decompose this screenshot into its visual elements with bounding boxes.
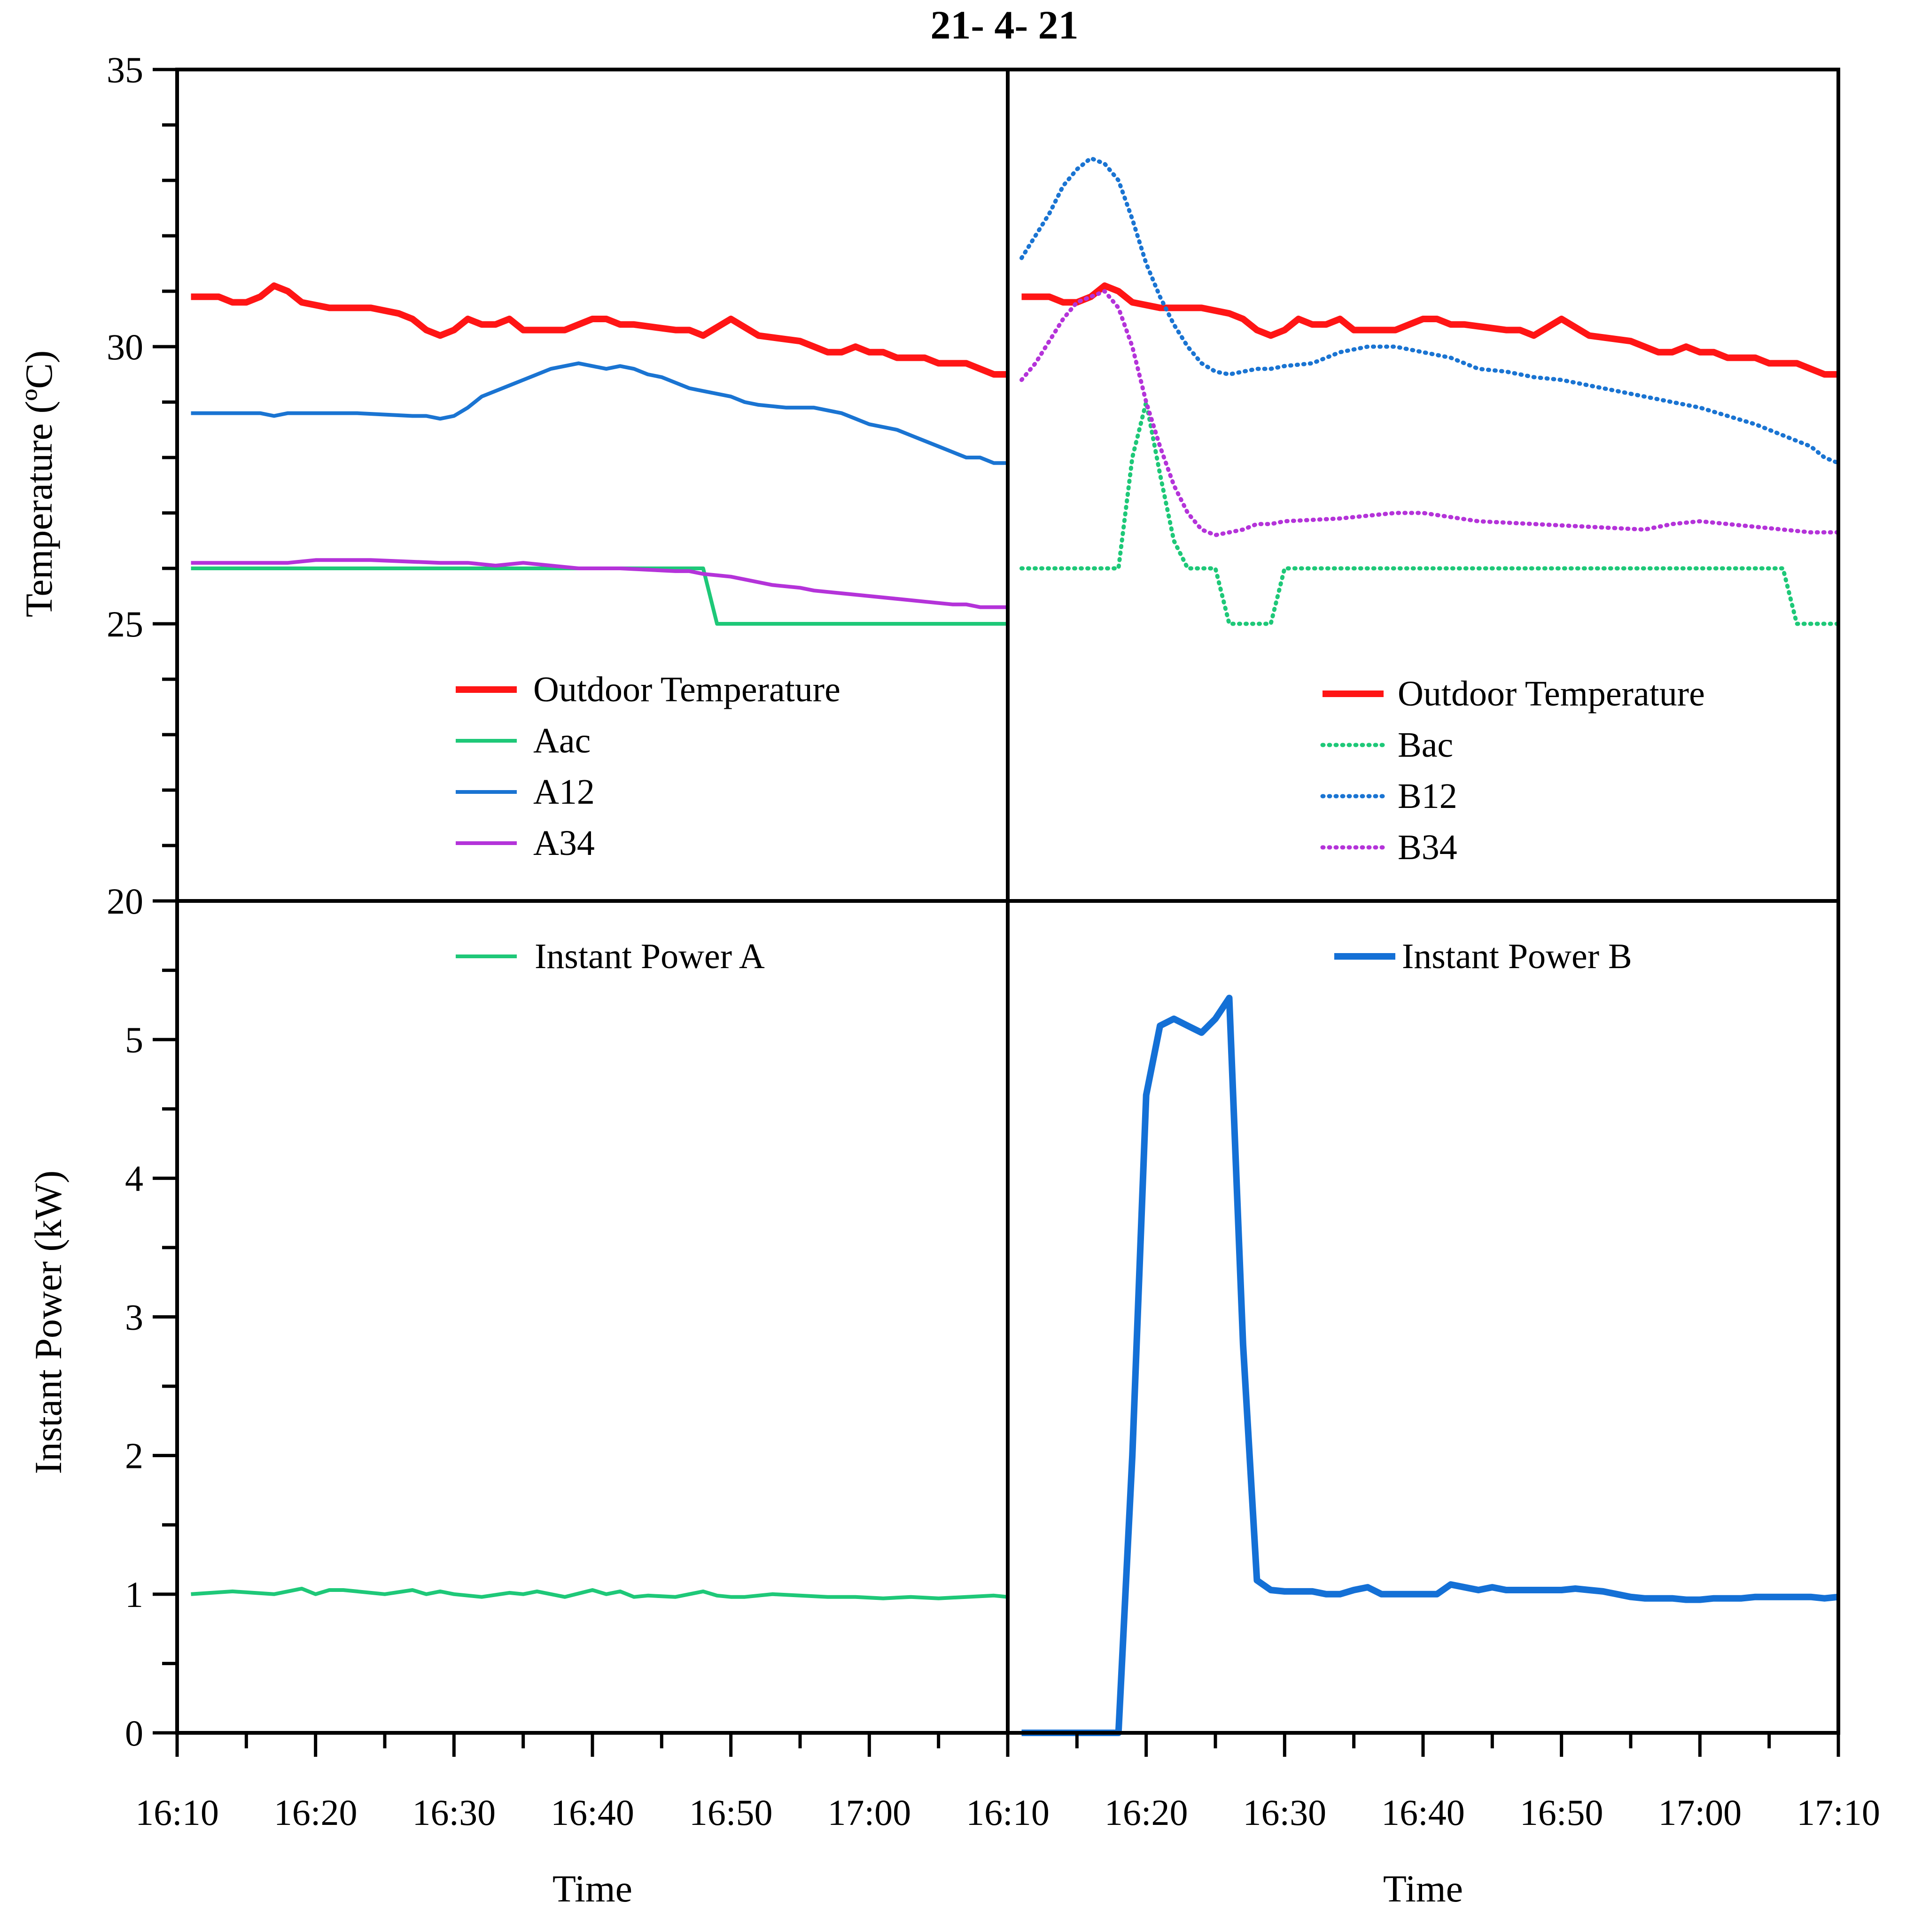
power-tick-label: 4	[125, 1158, 143, 1199]
power-tick-label: 1	[125, 1574, 143, 1615]
time-tick-label-right: 16:30	[1243, 1792, 1326, 1833]
time-tick-label-right: 17:00	[1658, 1792, 1742, 1833]
power-tick-label: 0	[125, 1713, 143, 1754]
legend-label-a34: A34	[533, 823, 595, 863]
series-layer	[191, 156, 1841, 1736]
series-line-top-right-b12	[1019, 156, 1841, 466]
legend-bottom-right: Instant Power B	[1334, 937, 1632, 976]
legend-top-left: Outdoor Temperature Aac A12 A34	[456, 670, 840, 863]
series-line-top-right-outdoor-temperature	[1021, 282, 1838, 378]
legend-bottom-left: Instant Power A	[456, 937, 765, 976]
time-tick-label-left: 17:00	[827, 1792, 911, 1833]
series-line-top-left-a34	[191, 558, 1008, 609]
right-time-axis-label: Time	[1383, 1867, 1463, 1910]
time-tick-label-left: 16:40	[551, 1792, 634, 1833]
temperature-axis-label: Temperature (ºC)	[17, 350, 60, 617]
plot-frame	[175, 68, 1840, 1735]
power-tick-label: 5	[125, 1019, 143, 1060]
legend-label-bac: Bac	[1398, 725, 1453, 765]
legend-label-aac: Aac	[533, 721, 591, 760]
series-line-top-right-bac	[1019, 400, 1841, 626]
time-tick-label-right: 16:40	[1381, 1792, 1465, 1833]
legend-label-b12: B12	[1398, 776, 1457, 816]
temperature-tick-label: 25	[107, 604, 143, 644]
time-tick-label-right: 16:50	[1520, 1792, 1603, 1833]
temperature-tick-label: 35	[107, 49, 143, 90]
power-axis-label: Instant Power (kW)	[27, 1171, 70, 1474]
left-time-axis-label: Time	[552, 1867, 632, 1910]
time-tick-label-left: 16:20	[274, 1792, 358, 1833]
power-tick-label: 2	[125, 1435, 143, 1476]
time-tick-label-left: 16:30	[412, 1792, 496, 1833]
series-line-top-left-a12	[191, 361, 1008, 465]
legend-label-a12: A12	[533, 772, 595, 812]
legend-top-right: Outdoor Temperature Bac B12 B34	[1320, 674, 1705, 867]
series-line-top-left-outdoor-temperature	[191, 282, 1008, 378]
series-line-bottom-left-instant-power-a	[191, 1587, 1008, 1600]
power-tick-label: 3	[125, 1297, 143, 1338]
series-line-bottom-right-instant-power-b	[1021, 994, 1839, 1736]
series-line-top-left-aac	[191, 566, 1008, 626]
time-tick-label-right: 17:10	[1797, 1792, 1880, 1833]
chart-title: 21- 4- 21	[930, 2, 1078, 47]
legend-label-outdoor-temperature: Outdoor Temperature	[533, 670, 840, 709]
legend-label-instant-power-b: Instant Power B	[1402, 937, 1632, 976]
legend-label-instant-power-a: Instant Power A	[535, 937, 765, 976]
time-tick-label-right: 16:10	[966, 1792, 1050, 1833]
time-tick-label-left: 16:10	[135, 1792, 219, 1833]
tick-layer: 20 25 30 35 0 1 2 3 4 5 16:10 16:20 16:30 16:40 16:50 1…	[107, 49, 1880, 1833]
temperature-tick-label: 30	[107, 326, 143, 367]
time-tick-label-right: 16:20	[1105, 1792, 1188, 1833]
temperature-tick-label: 20	[107, 881, 143, 922]
time-tick-label-left: 16:50	[689, 1792, 773, 1833]
legend-label-outdoor-temperature: Outdoor Temperature	[1398, 674, 1705, 714]
series-line-top-right-b34	[1019, 289, 1841, 537]
legend-label-b34: B34	[1398, 828, 1457, 867]
